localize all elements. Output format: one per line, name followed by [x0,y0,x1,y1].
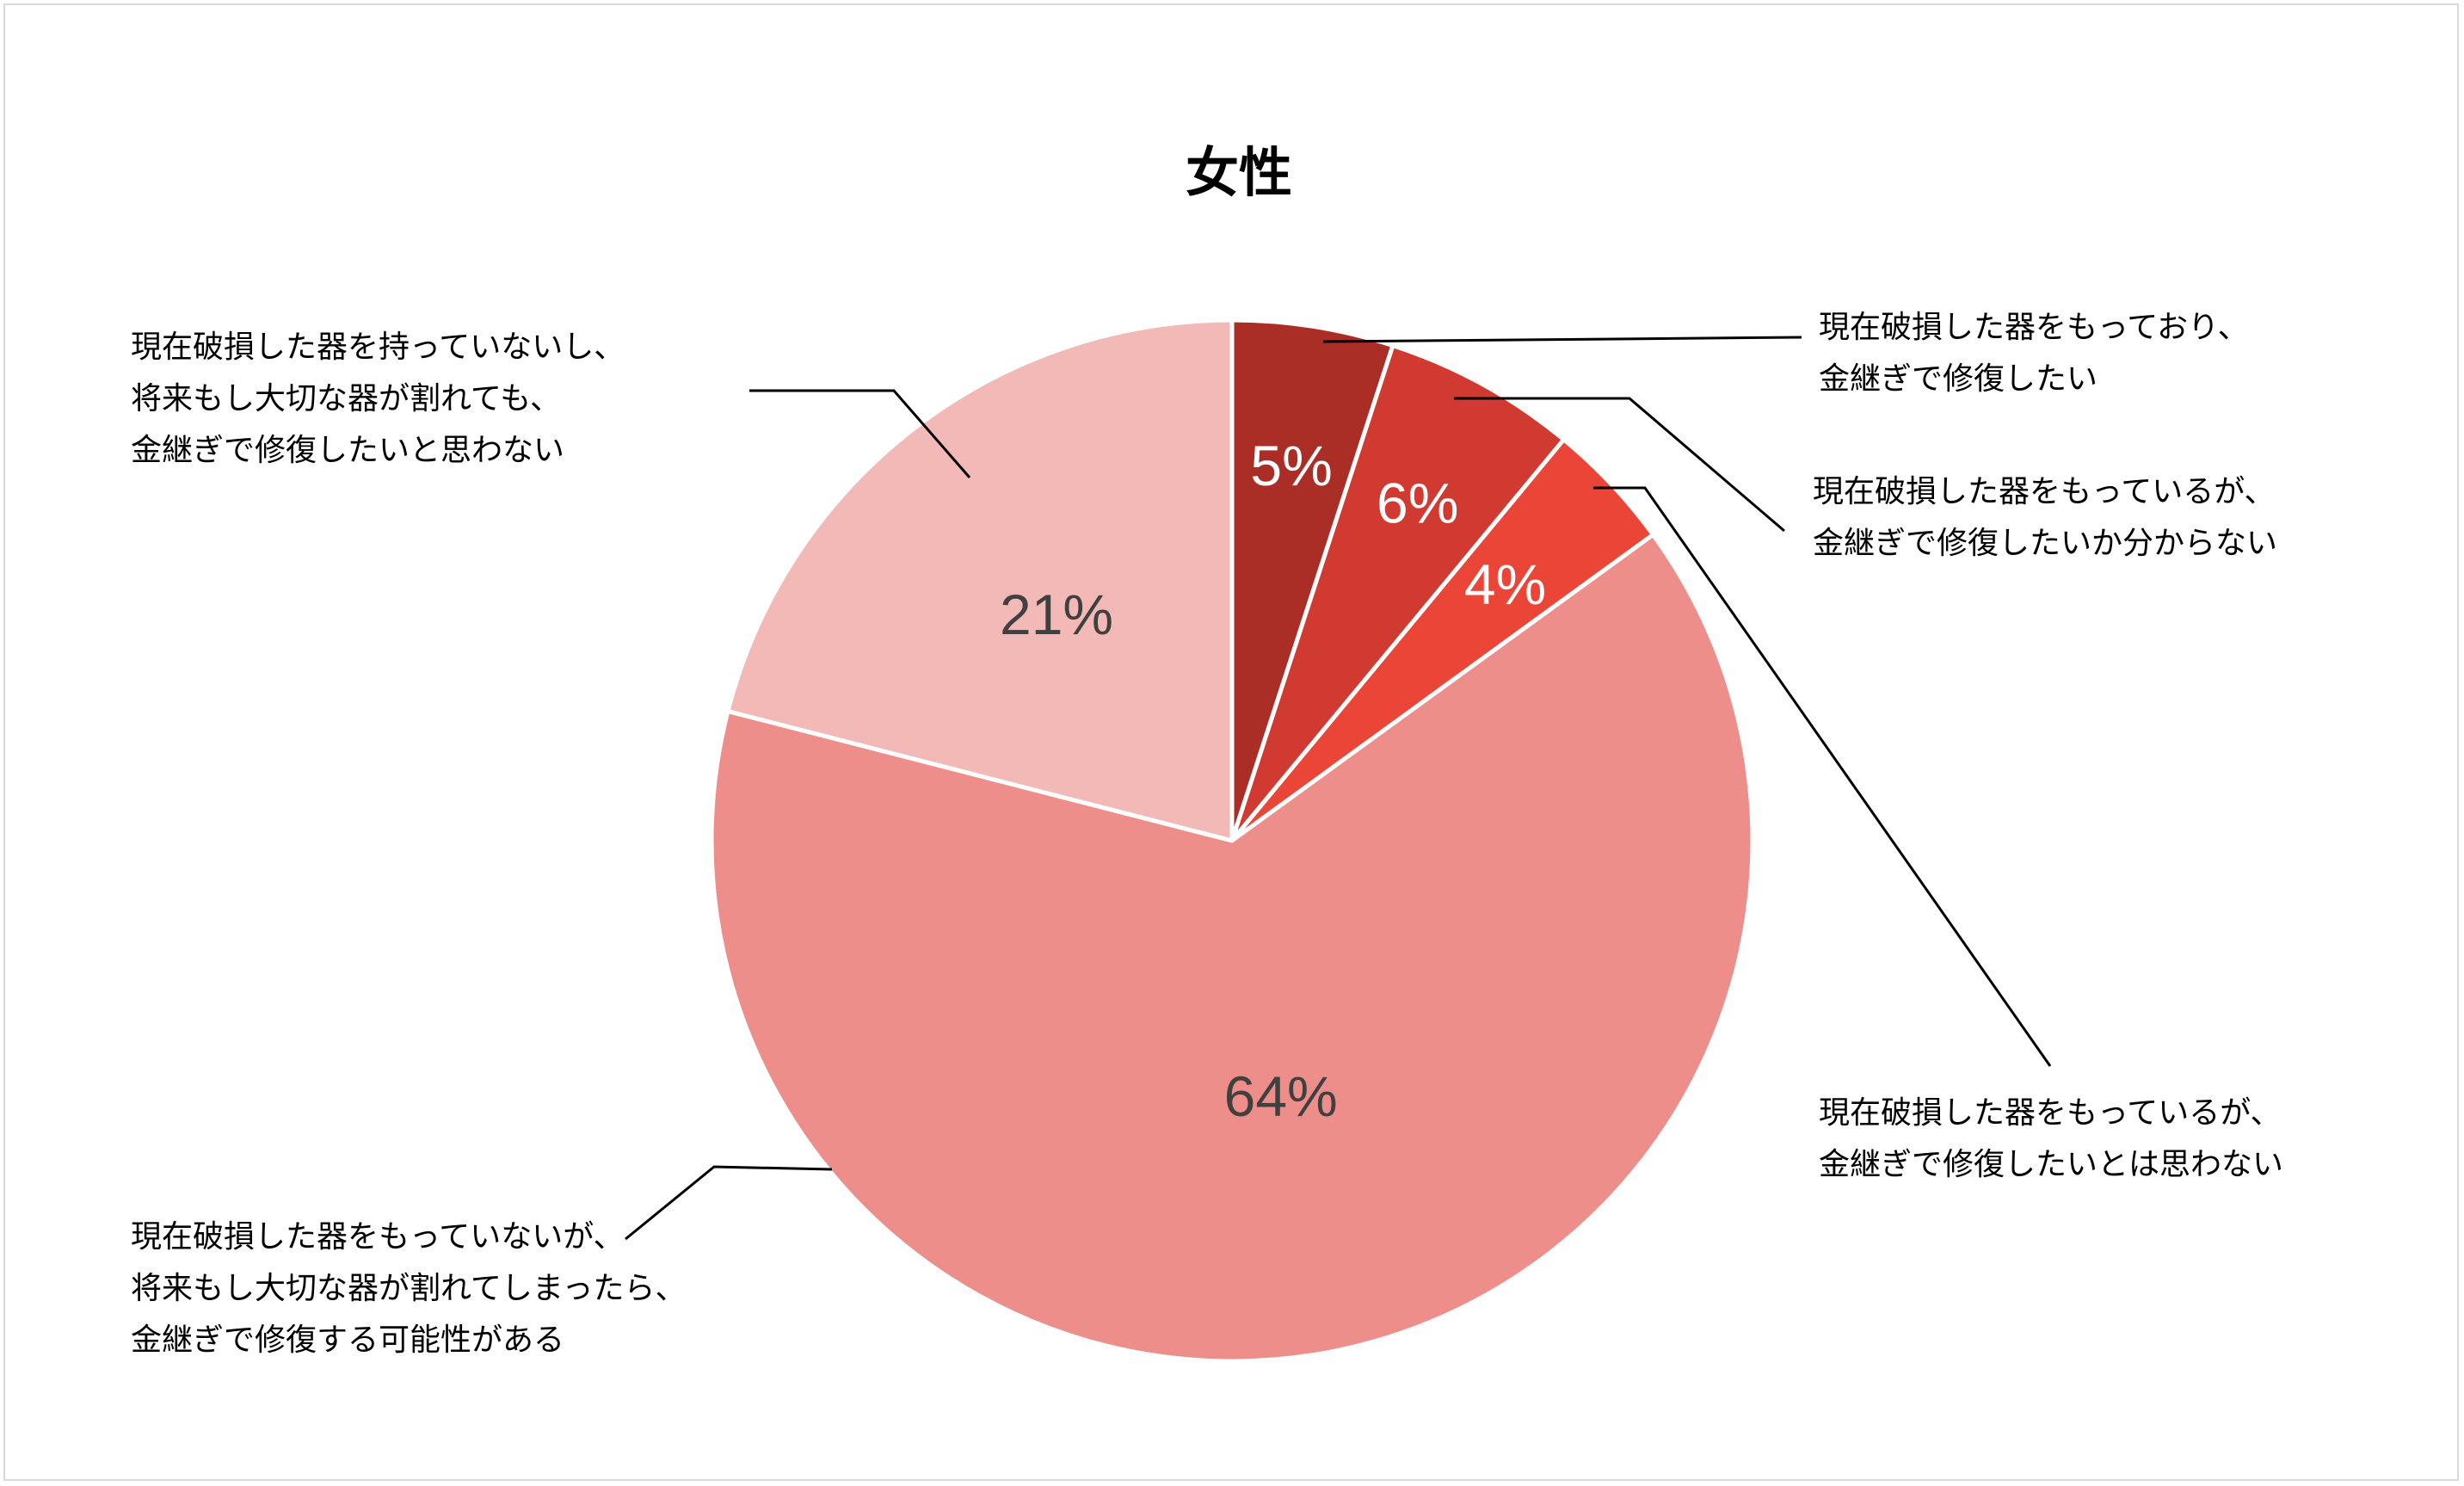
category-label-line: 金継ぎで修復したいと思わない [131,433,564,468]
category-label-4: 現在破損した器をもっていないが、将来もし大切な器が割れてしまったら、金継ぎで修復… [131,1219,686,1358]
value-label-1: 5% [1250,434,1332,497]
value-label-4: 64% [1224,1064,1338,1128]
chart-title: 女性 [1186,141,1292,204]
category-label-line: 金継ぎで修復したい [1819,361,2097,397]
value-label-5: 21% [1000,583,1113,646]
pie-slice-4 [709,532,1755,1364]
category-label-line: 金継ぎで修復したいとは思わない [1819,1147,2283,1182]
value-label-2: 6% [1377,472,1458,535]
leader-line-2 [1454,397,1785,533]
category-label-line: 金継ぎで修復したいか分からない [1813,526,2277,561]
category-label-line: 現在破損した器をもっていないが、 [131,1219,624,1255]
value-label-3: 4% [1464,552,1546,616]
category-label-line: 金継ぎで修復する可能性がある [131,1323,564,1358]
category-label-line: 現在破損した器をもっているが、 [1813,474,2275,509]
pie-slices [709,318,1755,1364]
leader-line-4 [625,1165,833,1241]
category-label-3: 現在破損した器をもっているが、金継ぎで修復したいとは思わない [1819,1095,2283,1182]
leader-line-3 [1593,486,2052,1067]
category-label-line: 将来もし大切な器が割れても、 [131,381,561,416]
value-labels: 5% 6%4% 64% 21% [1000,434,1546,1128]
leader-line-1 [1322,336,1802,343]
leader-lines [625,336,2052,1241]
category-label-2: 現在破損した器をもっているが、金継ぎで修復したいか分からない [1813,474,2277,561]
category-label-5: 現在破損した器を持っていないし、将来もし大切な器が割れても、金継ぎで修復したいと… [131,330,625,468]
category-label-line: 現在破損した器を持っていないし、 [131,330,625,365]
leader-line-5 [749,389,971,478]
category-label-1: 現在破損した器をもっており、金継ぎで修復したい [1819,310,2249,397]
category-label-line: 現在破損した器をもっているが、 [1819,1095,2281,1131]
category-label-line: 将来もし大切な器が割れてしまったら、 [131,1271,686,1306]
pie-slice-5 [725,318,1235,843]
category-label-line: 現在破損した器をもっており、 [1819,310,2249,345]
pie-slice-2 [1229,343,1567,843]
category-labels: 現在破損した器をもっており、金継ぎで修復したい現在破損した器をもっているが、金継… [131,310,2283,1358]
